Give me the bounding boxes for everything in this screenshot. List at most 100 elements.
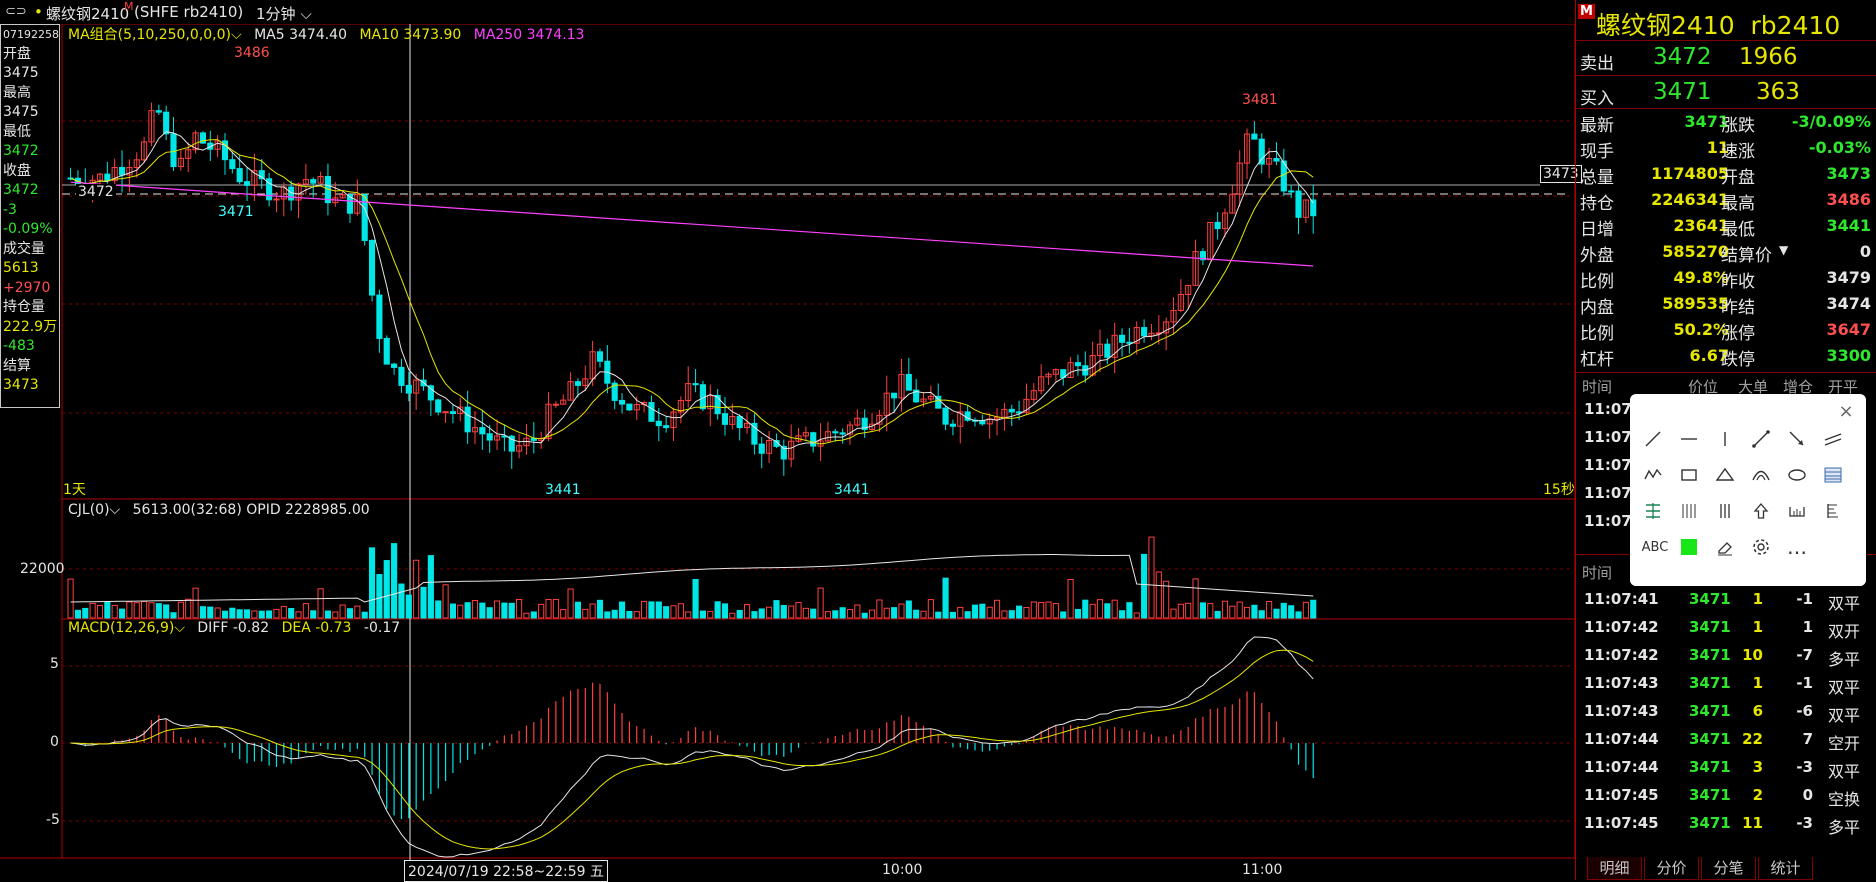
tab-3[interactable]: 统计 [1758, 857, 1813, 880]
triangle-tool-icon[interactable] [1712, 462, 1738, 488]
quote-label: 开盘 [1721, 168, 1755, 188]
channel-tool-icon[interactable] [1640, 498, 1666, 524]
chevron-down-icon[interactable]: ⌵ [109, 502, 121, 518]
quote-label: 涨跌 [1721, 116, 1755, 136]
eraser-tool-icon[interactable] [1712, 534, 1738, 560]
volume-bar [471, 600, 479, 619]
volume-bar [1243, 606, 1251, 619]
tick-list[interactable]: 11:07:41 3471 1 -1 双平 11:07:42 3471 1 1 双开 11:07:4… [1576, 586, 1876, 856]
tick-time: 11:07:43 [1584, 702, 1659, 720]
tab-1[interactable]: 分价 [1644, 857, 1699, 880]
arrow-tool-icon[interactable] [1784, 426, 1810, 452]
chevron-down-icon[interactable]: ▼ [1779, 243, 1789, 257]
candle [611, 382, 618, 401]
volume-values: 5613.00(32:68) OPID 2228985.00 [132, 502, 370, 518]
tick-type: 双平 [1828, 678, 1861, 697]
candle [913, 389, 920, 403]
fib-tool-icon[interactable] [1820, 462, 1846, 488]
macd-axis-neg5: -5 [46, 812, 60, 828]
volume-bar [354, 605, 361, 619]
candle [1141, 327, 1148, 337]
quote-value: 11 [1706, 138, 1729, 157]
tick-row[interactable]: 11:07:44 3471 22 7 空开 [1576, 726, 1876, 754]
volume-bar [707, 610, 714, 619]
line-tool-icon[interactable] [1640, 426, 1666, 452]
volume-bar [618, 601, 626, 619]
macd-indicator-label[interactable]: MACD(12,26,9) [68, 620, 175, 636]
symbol-name[interactable]: 螺纹钢2410 [46, 5, 130, 23]
candle [854, 417, 861, 426]
ellipse-tool-icon[interactable] [1784, 462, 1810, 488]
tick-row[interactable]: 11:07:42 3471 10 -7 多平 [1576, 642, 1876, 670]
hline-tool-icon[interactable] [1676, 426, 1702, 452]
arc-tool-icon[interactable] [1748, 462, 1774, 488]
color-tool-icon[interactable] [1676, 534, 1702, 560]
volume-bar [670, 605, 677, 619]
ray-tool-icon[interactable] [1748, 426, 1774, 452]
volume-bar [214, 607, 221, 619]
tick-row[interactable]: 11:07:42 3471 1 1 双开 [1576, 614, 1876, 642]
candle [493, 435, 501, 441]
volume-bar [332, 611, 339, 619]
candle [427, 385, 434, 401]
tick-row[interactable]: 11:07:45 3471 11 -3 多平 [1576, 810, 1876, 838]
drawing-toolbox[interactable]: × ABC … [1630, 394, 1866, 586]
up-arrow-tool-icon[interactable] [1748, 498, 1774, 524]
chevron-down-icon[interactable]: ⌵ [174, 620, 185, 636]
volume-indicator-label[interactable]: CJL(0) [68, 502, 110, 518]
volume-bar [699, 610, 707, 619]
quote-label[interactable]: 结算价 [1721, 246, 1772, 266]
candle [368, 239, 376, 296]
candle [199, 132, 206, 144]
close-icon[interactable]: × [1838, 400, 1854, 422]
tick-price: 3471 [1689, 646, 1731, 664]
volume-bar [486, 607, 493, 619]
gann-tool-icon[interactable] [1820, 498, 1846, 524]
ma-group-label[interactable]: MA组合(5,10,250,0,0,0) [68, 27, 231, 43]
tick-row[interactable]: 11:07:41 3471 1 -1 双平 [1576, 586, 1876, 614]
tab-2[interactable]: 分笔 [1701, 857, 1756, 880]
volume-bar [1074, 608, 1081, 619]
candle [633, 404, 640, 411]
tick-row[interactable]: 11:07:43 3471 1 -1 双平 [1576, 670, 1876, 698]
candle [898, 373, 905, 399]
candle [236, 168, 243, 183]
buy-price[interactable]: 3471 [1653, 79, 1712, 105]
bar-info-item: 开盘 [3, 45, 31, 62]
ma-legend[interactable]: MA组合(5,10,250,0,0,0)⌵ MA5 3474.40 MA10 3… [68, 24, 584, 44]
candle [670, 411, 677, 429]
tick-row[interactable]: 11:07:45 3471 2 0 空换 [1576, 782, 1876, 810]
quote-label: 内盘 [1580, 298, 1614, 318]
settings-tool-icon[interactable] [1748, 534, 1774, 560]
volume-bar [971, 604, 979, 619]
volume-bar [648, 601, 655, 619]
cycle-tool-icon[interactable] [1712, 498, 1738, 524]
ruler-tool-icon[interactable] [1784, 498, 1810, 524]
volume-bar [1001, 610, 1008, 619]
candle [1251, 133, 1258, 140]
candle [435, 399, 442, 413]
candle [758, 443, 765, 454]
window-control-icons[interactable]: ⊂⊃ [5, 4, 27, 19]
wave-tool-icon[interactable] [1640, 462, 1666, 488]
more-tool-icon[interactable]: … [1787, 535, 1807, 559]
chevron-down-icon[interactable]: ⌵ [231, 27, 242, 43]
rect-tool-icon[interactable] [1676, 462, 1702, 488]
trade-time: 11:07 [1584, 512, 1632, 530]
macd-legend[interactable]: MACD(12,26,9)⌵ DIFF -0.82 DEA -0.73 -0.1… [68, 620, 400, 636]
grid-tool-icon[interactable] [1676, 498, 1702, 524]
volume-bar [567, 588, 574, 619]
tab-0[interactable]: 明细 [1587, 857, 1642, 880]
period-select[interactable]: 1分钟 ⌵ [256, 3, 312, 24]
sell-price[interactable]: 3472 [1653, 44, 1712, 70]
volume-bar [1251, 604, 1258, 619]
volume-bar [1258, 610, 1265, 619]
volume-legend[interactable]: CJL(0)⌵ 5613.00(32:68) OPID 2228985.00 [68, 502, 370, 518]
vline-tool-icon[interactable] [1712, 426, 1738, 452]
chart-area[interactable] [0, 24, 1576, 880]
tick-price: 3471 [1689, 590, 1731, 608]
tick-row[interactable]: 11:07:43 3471 6 -6 双平 [1576, 698, 1876, 726]
parallel-tool-icon[interactable] [1820, 426, 1846, 452]
text-tool-icon[interactable]: ABC [1641, 539, 1669, 555]
tick-row[interactable]: 11:07:44 3471 3 -3 双平 [1576, 754, 1876, 782]
